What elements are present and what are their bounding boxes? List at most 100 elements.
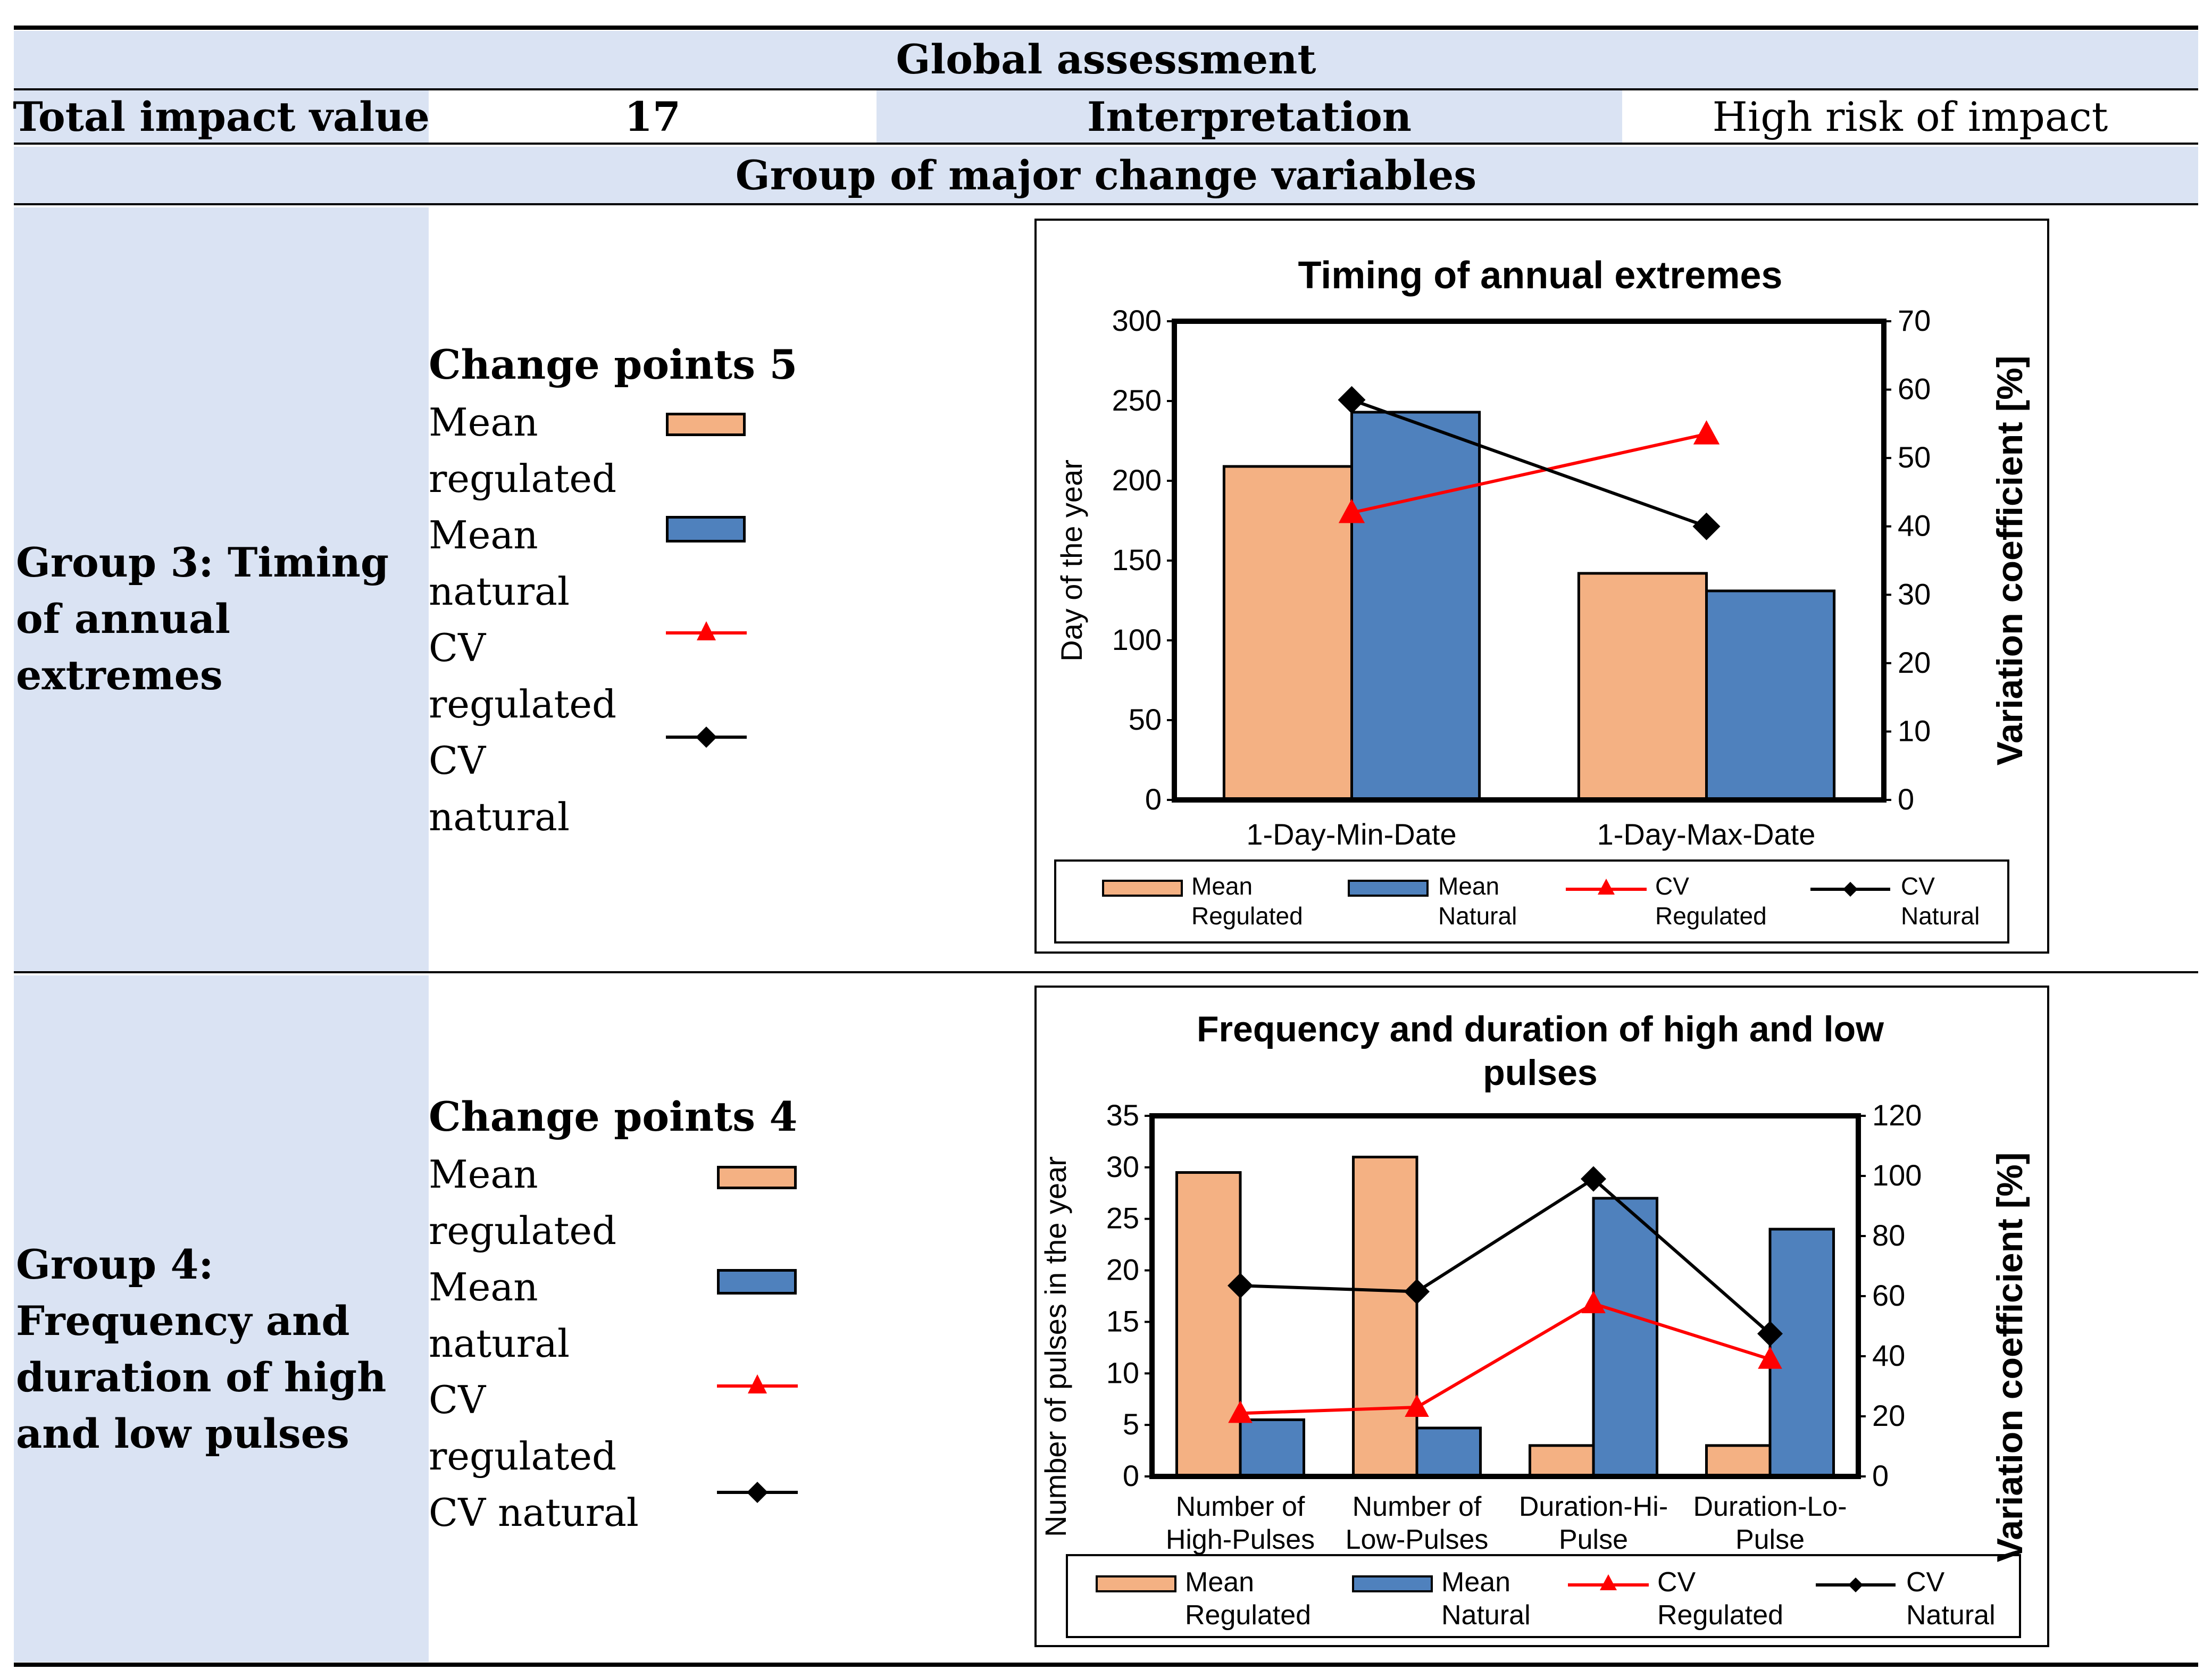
chart2-bar-mean-natural (1592, 1197, 1659, 1478)
chart2-category-label: Number of (1353, 1491, 1482, 1522)
chart1-legend-text: Regulated (1655, 902, 1767, 930)
rule-between-groups (14, 971, 2198, 973)
chart1-legend-text: Mean (1191, 872, 1253, 900)
chart1-legend-mean-natural: Mean Natural (1348, 872, 1517, 930)
chart1-y2-axis-label: Variation coefficient [%] (1990, 356, 2030, 766)
chart2-y2-tick-label: 100 (1872, 1158, 1922, 1192)
chart1-legend-text: Natural (1438, 902, 1517, 930)
chart1-y2-tick-label: 30 (1898, 577, 1931, 611)
chart2-bar-mean-natural (1415, 1426, 1482, 1478)
group4-mean-natural-swatch (717, 1269, 797, 1295)
chart1-legend-mean-regulated: Mean Regulated (1102, 872, 1303, 930)
group4-legend-line: regulated (429, 1434, 617, 1479)
chart2-y2-tick-label: 40 (1872, 1339, 1905, 1372)
chart1-y2-tick-label: 20 (1898, 646, 1931, 679)
group3-legend-line: Mean (429, 513, 538, 557)
group-header-band (14, 147, 2198, 204)
chart1-category-label: 1-Day-Min-Date (1246, 817, 1456, 851)
chart2-point-cv-regulated (1228, 1400, 1253, 1423)
group4-title: Group 4: Frequency and duration of high … (16, 1241, 387, 1457)
chart1-legend-cv-natural: CV Natural (1810, 872, 1980, 930)
chart1-bar-mean-regulated (1222, 465, 1353, 802)
chart2-y-tick-label: 20 (1106, 1253, 1139, 1287)
group4-cv-natural-swatch (717, 1482, 798, 1503)
group4-legend-line: CV natural (429, 1490, 639, 1535)
rule-after-group-header (14, 203, 2198, 205)
group3-legend-line: natural (429, 569, 570, 614)
chart2-category-label: High-Pulses (1166, 1524, 1315, 1555)
chart2-point-cv-natural (1404, 1279, 1430, 1305)
chart1-legend-cv-regulated: CV Regulated (1566, 872, 1767, 930)
group4-cv-regulated-swatch (717, 1374, 798, 1393)
chart2-category-label: Number of (1176, 1491, 1305, 1522)
chart1-y-tick-label: 0 (1145, 782, 1162, 816)
group3-legend-line: CV (429, 738, 486, 783)
chart1-legend-text: Mean (1438, 872, 1499, 900)
group3-legend-line: natural (429, 795, 570, 839)
chart1-y-tick-label: 100 (1112, 623, 1162, 656)
group3-change-points: Change points 5 (429, 341, 798, 388)
group3-mean-natural-swatch (666, 516, 746, 542)
chart2-point-cv-regulated (1581, 1291, 1606, 1314)
global-title-band (14, 31, 2198, 88)
chart2-y-tick-label: 35 (1106, 1098, 1139, 1132)
chart1-y-tick-label: 300 (1112, 304, 1162, 337)
chart1-y2-tick-label: 10 (1898, 714, 1931, 747)
chart2-bar-mean-natural (1768, 1228, 1835, 1478)
interpretation-value: High risk of impact (1712, 93, 2108, 140)
group3-cv-natural-swatch (666, 727, 747, 748)
group3-legend-line: Mean (429, 400, 538, 445)
chart1-legend-text: Natural (1901, 902, 1980, 930)
group4-legend-line: regulated (429, 1208, 617, 1253)
group4-mean-regulated-swatch (717, 1166, 797, 1189)
chart1-y-tick-label: 50 (1129, 703, 1162, 736)
chart2-category-label: Duration-Lo- (1693, 1491, 1847, 1522)
chart1-bar-mean-regulated (1577, 572, 1708, 802)
group4-legend-line: Mean (429, 1152, 538, 1197)
chart2-legend-text: Natural (1441, 1600, 1531, 1631)
group4-legend-line: natural (429, 1321, 570, 1366)
chart2-legend-text: Regulated (1185, 1600, 1311, 1631)
chart2-category-label: Pulse (1735, 1524, 1805, 1555)
chart2-y2-axis-label: Variation coefficient [%] (1990, 1153, 2030, 1563)
total-label-band (14, 88, 429, 144)
chart2-category-label: Pulse (1559, 1524, 1628, 1555)
chart2-y2-tick-label: 120 (1872, 1098, 1922, 1132)
group3-cv-regulated-swatch (666, 621, 747, 640)
chart1-y2-tick-label: 0 (1898, 782, 1914, 816)
chart2-line-cv-natural (1240, 1176, 1771, 1335)
group3-legend-line: CV (429, 625, 486, 670)
chart1-y-tick-label: 150 (1112, 543, 1162, 577)
chart1-y2-tick-label: 60 (1898, 372, 1931, 406)
chart2-y2-tick-label: 80 (1872, 1218, 1905, 1252)
chart1-legend-text: Regulated (1191, 902, 1303, 930)
group4-title-band (14, 975, 429, 1662)
chart1-y-axis-label: Day of the year (1055, 460, 1088, 662)
total-impact-value: 17 (624, 93, 681, 140)
chart2-point-cv-regulated (1405, 1395, 1429, 1417)
chart-timing-annual-extremes: Timing of annual extremes 05010015020025… (1034, 219, 2049, 954)
group3-mean-regulated-swatch (666, 413, 746, 436)
rule-after-global (14, 88, 2198, 90)
chart1-y-tick-label: 200 (1112, 463, 1162, 497)
chart2-title: Frequency and duration of high and low (1197, 1009, 1884, 1049)
chart2-category-label: Low-Pulses (1346, 1524, 1489, 1555)
chart1-point-cv-natural (1692, 512, 1721, 540)
group3-legend-line: regulated (429, 682, 617, 727)
chart2-legend-text: Natural (1906, 1600, 1996, 1631)
table-bottom-rule (14, 1663, 2198, 1667)
chart2-category-label: Duration-Hi- (1519, 1491, 1668, 1522)
chart2-y-tick-label: 10 (1106, 1356, 1139, 1389)
chart-frequency-duration-pulses: Frequency and duration of high and low p… (1034, 986, 2049, 1647)
chart1-line-cv-regulated (1351, 432, 1707, 514)
chart1-bar-mean-natural (1350, 411, 1481, 802)
chart2-title: pulses (1483, 1053, 1597, 1093)
chart1-y-tick-label: 250 (1112, 383, 1162, 417)
chart2-y-tick-label: 30 (1106, 1150, 1139, 1183)
chart2-y-tick-label: 0 (1123, 1459, 1139, 1492)
interpretation-label: Interpretation (1087, 93, 1412, 140)
interp-label-band (877, 88, 1622, 144)
group4-change-points: Change points 4 (429, 1093, 798, 1140)
group3-legend-line: regulated (429, 456, 617, 501)
chart1-y2-tick-label: 50 (1898, 440, 1931, 474)
